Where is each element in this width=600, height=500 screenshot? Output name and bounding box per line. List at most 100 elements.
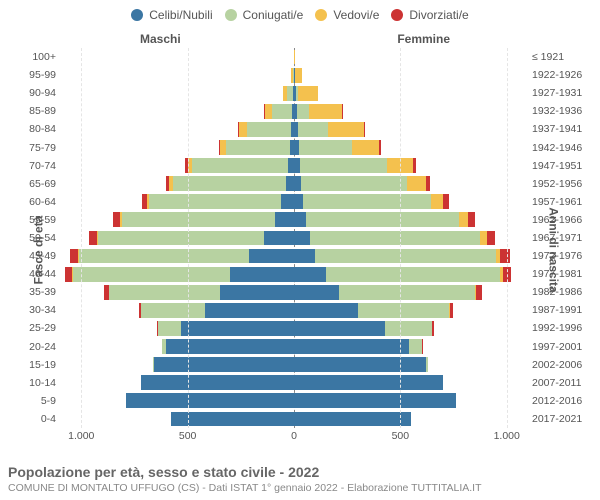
- bar-segment-married: [272, 104, 292, 119]
- bar-stack: [294, 86, 528, 101]
- bar-segment-single: [281, 194, 294, 209]
- bar-segment-divorced: [379, 140, 381, 155]
- bar-segment-divorced: [364, 122, 365, 137]
- female-half: [294, 229, 528, 247]
- pyramid-row: 85-891932-1936: [60, 102, 528, 120]
- age-label: 95-99: [16, 69, 56, 81]
- pyramid-row: 50-541967-1971: [60, 229, 528, 247]
- bar-segment-married: [192, 158, 288, 173]
- female-half: [294, 84, 528, 102]
- legend-label: Divorziati/e: [409, 8, 468, 22]
- birth-year-label: 1962-1966: [532, 214, 592, 226]
- age-label: 100+: [16, 51, 56, 63]
- bar-segment-single: [230, 267, 294, 282]
- chart-subtitle: COMUNE DI MONTALTO UFFUGO (CS) - Dati IS…: [8, 482, 592, 494]
- birth-year-label: 1952-1956: [532, 178, 592, 190]
- male-half: [60, 66, 294, 84]
- bar-segment-married: [122, 212, 275, 227]
- bar-stack: [294, 231, 528, 246]
- female-half: [294, 48, 528, 66]
- female-half: [294, 102, 528, 120]
- male-half: [60, 193, 294, 211]
- bar-stack: [294, 267, 528, 282]
- bar-stack: [294, 50, 528, 65]
- female-half: [294, 374, 528, 392]
- male-half: [60, 283, 294, 301]
- birth-year-label: 1932-1936: [532, 105, 592, 117]
- bar-stack: [294, 212, 528, 227]
- bar-stack: [60, 339, 294, 354]
- bar-segment-single: [126, 393, 294, 408]
- birth-year-label: 2007-2011: [532, 377, 592, 389]
- pyramid-rows: 100+≤ 192195-991922-192690-941927-193185…: [60, 48, 528, 428]
- bar-segment-single: [181, 321, 294, 336]
- bar-segment-divorced: [476, 285, 482, 300]
- bar-stack: [294, 303, 528, 318]
- bar-stack: [294, 104, 528, 119]
- bar-stack: [60, 231, 294, 246]
- age-label: 35-39: [16, 286, 56, 298]
- bar-stack: [60, 303, 294, 318]
- bar-segment-widowed: [407, 176, 426, 191]
- bar-segment-single: [286, 176, 295, 191]
- bar-segment-divorced: [443, 194, 449, 209]
- bar-segment-married: [79, 249, 249, 264]
- bar-segment-married: [326, 267, 500, 282]
- pyramid-row: 75-791942-1946: [60, 138, 528, 156]
- pyramid-row: 15-192002-2006: [60, 356, 528, 374]
- male-half: [60, 211, 294, 229]
- bar-segment-married: [109, 285, 220, 300]
- bar-segment-widowed: [459, 212, 469, 227]
- pyramid-row: 0-42017-2021: [60, 410, 528, 428]
- pyramid-row: 30-341987-1991: [60, 301, 528, 319]
- bar-segment-single: [294, 303, 358, 318]
- male-half: [60, 356, 294, 374]
- legend-item: Divorziati/e: [391, 8, 468, 22]
- female-half: [294, 301, 528, 319]
- bar-segment-widowed: [239, 122, 247, 137]
- bar-segment-married: [299, 140, 352, 155]
- bar-segment-single: [166, 339, 294, 354]
- bar-segment-single: [294, 393, 456, 408]
- age-label: 55-59: [16, 214, 56, 226]
- bar-stack: [60, 375, 294, 390]
- female-half: [294, 319, 528, 337]
- male-half: [60, 301, 294, 319]
- pyramid-row: 20-241997-2001: [60, 338, 528, 356]
- age-label: 20-24: [16, 341, 56, 353]
- bar-segment-married: [426, 357, 428, 372]
- bar-segment-single: [294, 375, 443, 390]
- bar-segment-married: [247, 122, 292, 137]
- bar-segment-married: [315, 249, 496, 264]
- male-half: [60, 120, 294, 138]
- male-half: [60, 338, 294, 356]
- bar-stack: [294, 68, 528, 83]
- bar-segment-single: [154, 357, 294, 372]
- birth-year-label: 1977-1981: [532, 268, 592, 280]
- birth-year-label: 1922-1926: [532, 69, 592, 81]
- bar-segment-divorced: [65, 267, 72, 282]
- male-half: [60, 48, 294, 66]
- legend-label: Vedovi/e: [333, 8, 379, 22]
- bar-segment-single: [220, 285, 294, 300]
- pyramid-row: 40-441977-1981: [60, 265, 528, 283]
- female-half: [294, 338, 528, 356]
- legend-item: Celibi/Nubili: [131, 8, 212, 22]
- gridline: [81, 48, 82, 428]
- gridline: [188, 48, 189, 428]
- male-half: [60, 374, 294, 392]
- chart-title: Popolazione per età, sesso e stato civil…: [8, 464, 592, 480]
- legend-label: Celibi/Nubili: [149, 8, 212, 22]
- bar-segment-single: [294, 267, 326, 282]
- legend-swatch: [225, 9, 237, 21]
- bar-segment-divorced: [89, 231, 97, 246]
- bar-segment-married: [98, 231, 264, 246]
- bar-stack: [60, 68, 294, 83]
- bar-stack: [294, 339, 528, 354]
- male-half: [60, 157, 294, 175]
- male-half: [60, 138, 294, 156]
- x-tick-label: 1.000: [68, 430, 94, 442]
- bar-segment-widowed: [309, 104, 342, 119]
- female-half: [294, 247, 528, 265]
- chart-footer: Popolazione per età, sesso e stato civil…: [8, 464, 592, 494]
